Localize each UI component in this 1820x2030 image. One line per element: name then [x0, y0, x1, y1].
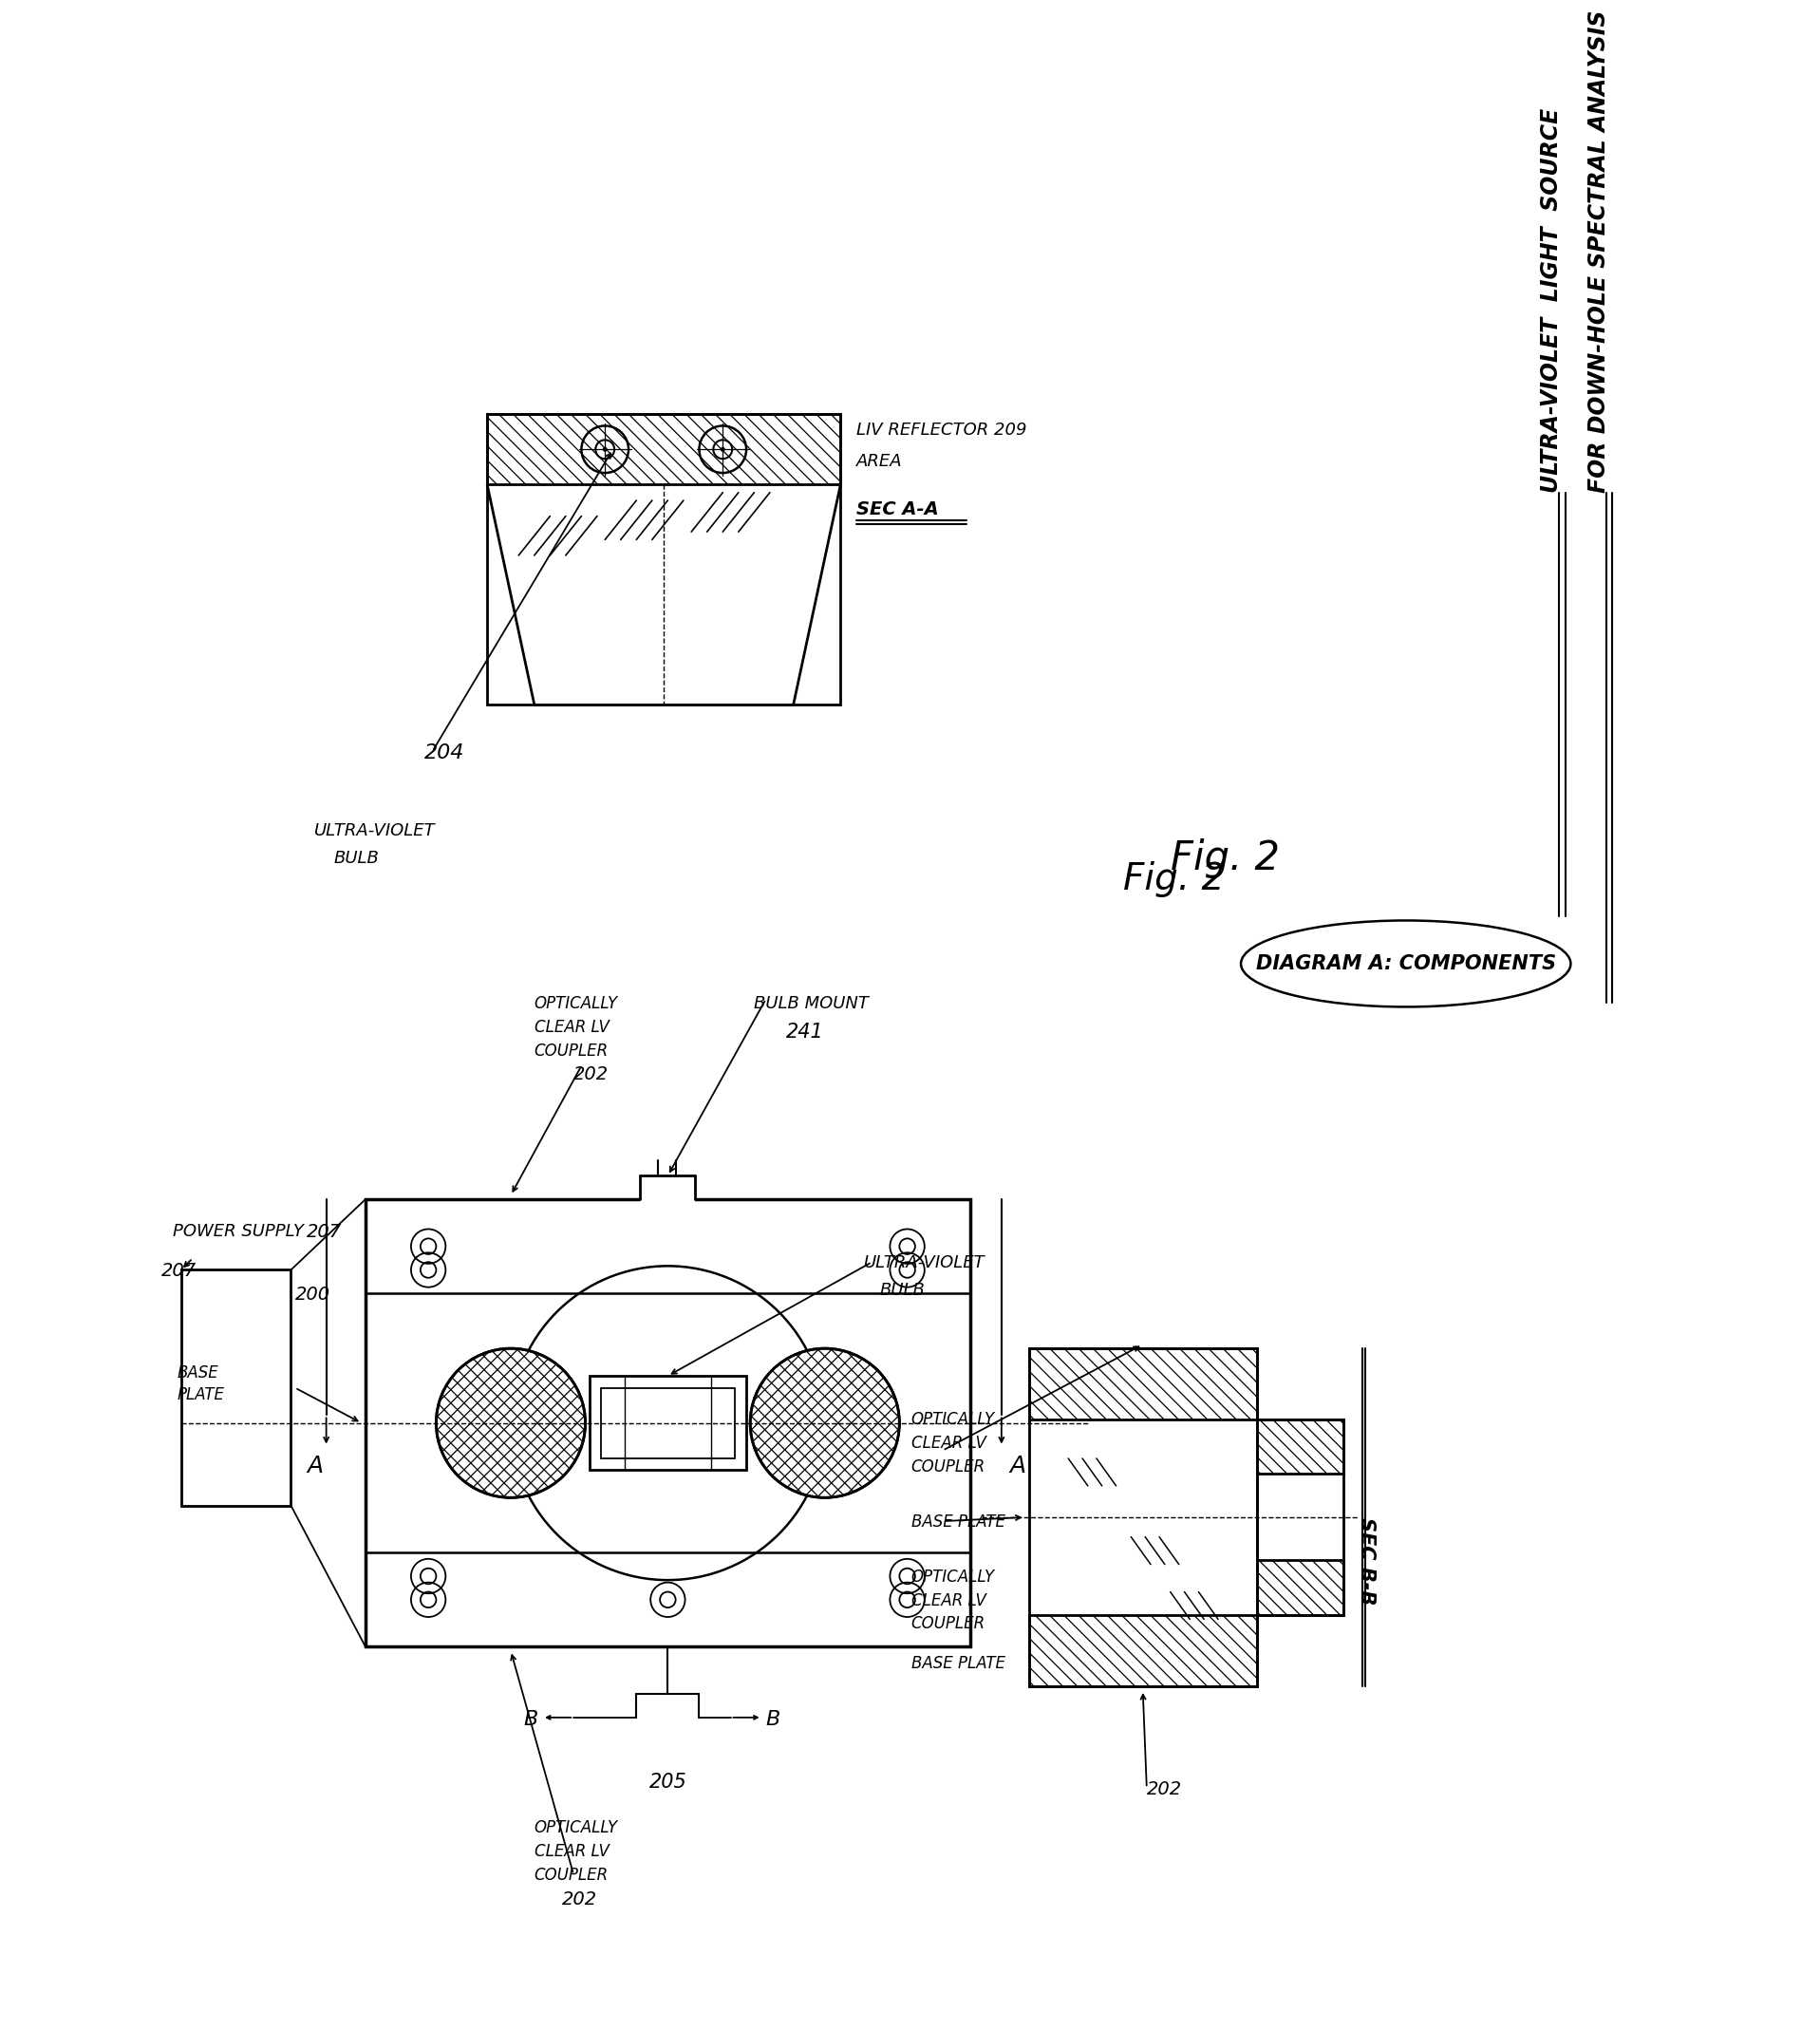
Text: POWER SUPPLY: POWER SUPPLY: [173, 1222, 304, 1240]
Text: COUPLER: COUPLER: [535, 1041, 608, 1060]
Text: PLATE: PLATE: [177, 1386, 224, 1403]
Text: A: A: [306, 1453, 322, 1478]
Bar: [366, 1200, 970, 1646]
Circle shape: [581, 426, 628, 473]
Bar: [180, 1271, 291, 1506]
Text: OPTICALLY: OPTICALLY: [535, 995, 619, 1013]
Bar: [1028, 1616, 1256, 1687]
Text: ULTRA-VIOLET: ULTRA-VIOLET: [315, 822, 435, 840]
Bar: [488, 414, 841, 485]
Text: SEC B-B: SEC B-B: [1358, 1516, 1376, 1606]
Text: LIV REFLECTOR 209: LIV REFLECTOR 209: [855, 422, 1026, 438]
Text: 204: 204: [424, 743, 464, 763]
Text: OPTICALLY: OPTICALLY: [912, 1569, 996, 1585]
Circle shape: [699, 426, 746, 473]
Text: SEC A-A: SEC A-A: [855, 501, 939, 518]
Text: 202: 202: [1147, 1780, 1181, 1799]
Text: FOR DOWN-HOLE SPECTRAL ANALYSIS: FOR DOWN-HOLE SPECTRAL ANALYSIS: [1587, 10, 1611, 493]
Text: BASE PLATE: BASE PLATE: [912, 1654, 1005, 1673]
Text: 205: 205: [650, 1772, 686, 1790]
Text: Fig. 2: Fig. 2: [1123, 861, 1225, 897]
Circle shape: [721, 447, 724, 453]
Text: A: A: [1010, 1453, 1026, 1478]
Text: 200: 200: [295, 1285, 329, 1303]
Bar: [1256, 1561, 1343, 1616]
Text: BULB: BULB: [879, 1281, 925, 1299]
Bar: [366, 1553, 970, 1646]
Circle shape: [437, 1348, 586, 1498]
Bar: [1028, 1348, 1256, 1687]
Bar: [1256, 1419, 1343, 1616]
Bar: [1028, 1348, 1256, 1419]
Text: ULTRA-VIOLET  LIGHT  SOURCE: ULTRA-VIOLET LIGHT SOURCE: [1540, 108, 1563, 493]
Text: BASE PLATE: BASE PLATE: [912, 1512, 1005, 1531]
Text: BULB: BULB: [335, 851, 380, 867]
Text: CLEAR LV: CLEAR LV: [912, 1592, 986, 1610]
Text: 207: 207: [162, 1263, 197, 1281]
Text: CLEAR LV: CLEAR LV: [535, 1019, 610, 1035]
Text: OPTICALLY: OPTICALLY: [912, 1411, 996, 1429]
Text: 207: 207: [306, 1222, 342, 1240]
Circle shape: [750, 1348, 899, 1498]
Text: Fig. 2: Fig. 2: [1170, 838, 1279, 877]
Text: B: B: [524, 1709, 539, 1730]
Text: COUPLER: COUPLER: [912, 1616, 985, 1632]
Bar: [641, 1175, 695, 1204]
Text: 202: 202: [573, 1066, 610, 1084]
Text: 241: 241: [786, 1023, 823, 1041]
Text: AREA: AREA: [855, 453, 903, 471]
Text: B: B: [766, 1709, 781, 1730]
Bar: [1256, 1419, 1343, 1474]
Text: CLEAR LV: CLEAR LV: [535, 1843, 610, 1859]
Text: DIAGRAM A: COMPONENTS: DIAGRAM A: COMPONENTS: [1256, 954, 1556, 972]
Circle shape: [602, 447, 608, 453]
Text: COUPLER: COUPLER: [912, 1458, 985, 1476]
Bar: [488, 414, 841, 704]
Bar: [590, 1376, 746, 1470]
Text: BULB MOUNT: BULB MOUNT: [753, 995, 868, 1013]
Text: ULTRA-VIOLET: ULTRA-VIOLET: [864, 1255, 985, 1271]
Text: OPTICALLY: OPTICALLY: [535, 1819, 619, 1837]
Text: CLEAR LV: CLEAR LV: [912, 1435, 986, 1451]
Text: 202: 202: [562, 1890, 597, 1908]
Text: COUPLER: COUPLER: [535, 1868, 608, 1884]
Bar: [601, 1389, 735, 1458]
Text: BASE: BASE: [177, 1364, 218, 1380]
Bar: [366, 1200, 970, 1293]
